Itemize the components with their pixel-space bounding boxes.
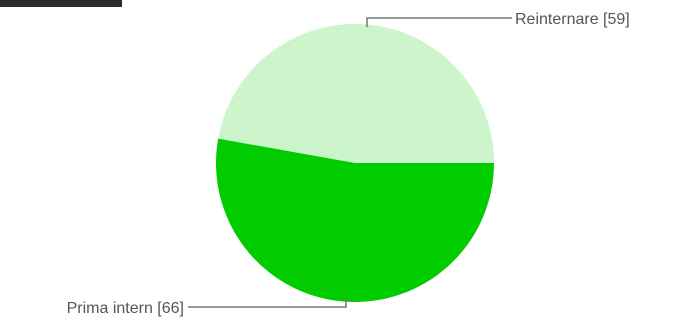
pie-slice-prima-intern [216,138,494,303]
cropped-title-fragment [0,0,122,7]
callout-line-prima-intern [188,296,347,308]
callout-reinternare: Reinternare [59] [366,11,630,28]
callout-prima-intern: Prima intern [66] [67,296,347,317]
pie-slice-reinternare [218,24,494,164]
callout-line-reinternare [366,17,512,27]
pie-slices [216,24,494,303]
slice-label-reinternare: Reinternare [59] [515,11,630,28]
slice-label-prima-intern: Prima intern [66] [67,300,184,317]
